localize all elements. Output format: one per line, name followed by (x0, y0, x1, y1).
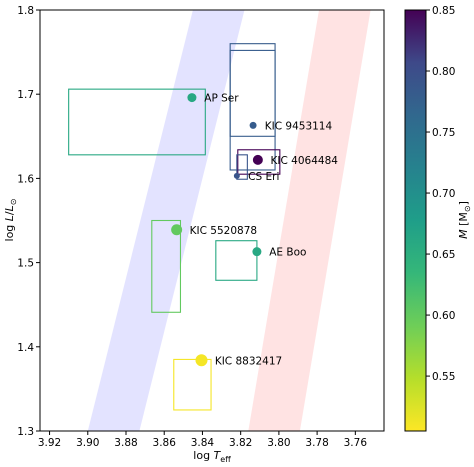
colorbar-tick-label: 0.60 (432, 310, 455, 322)
x-tick-label: 3.86 (153, 437, 177, 449)
y-tick-label: 1.6 (17, 173, 34, 185)
plot-background (40, 10, 384, 431)
star-label-ae-boo: AE Boo (269, 247, 306, 259)
x-tick-label: 3.84 (191, 437, 215, 449)
plot-area: AP Ser KIC 9453114 KIC 4064484 CS Eri KIC 55… (17, 5, 385, 449)
error-box (237, 149, 281, 175)
x-tick-label: 3.90 (76, 437, 99, 449)
colorbar: 0.55 0.60 0.65 0.70 0.75 0.80 0.85 M [M⊙] (404, 5, 472, 432)
star-point-ae-boo (252, 247, 262, 257)
y-axis-title: log L/L⊙ (3, 199, 18, 242)
star-label-kic-8832417: KIC 8832417 (215, 355, 282, 367)
colorbar-tick-label: 0.85 (432, 5, 455, 17)
star-label-ap-ser: AP Ser (204, 93, 239, 105)
star-point-kic-8832417 (195, 354, 208, 367)
star-points (171, 93, 263, 367)
y-axis-ticks: 1.3 1.4 1.5 1.6 1.7 1.8 (17, 5, 40, 438)
error-box (68, 88, 206, 156)
y-tick-label: 1.7 (17, 89, 34, 101)
x-tick-label: 3.80 (267, 437, 290, 449)
x-tick-label: 3.88 (114, 437, 137, 449)
colorbar-tick-label: 0.80 (432, 66, 455, 78)
colorbar-tick-label: 0.70 (432, 188, 455, 200)
error-box (229, 49, 276, 137)
error-box (215, 240, 258, 281)
plot-frame (39, 9, 385, 432)
x-tick-label: 3.76 (344, 437, 368, 449)
colorbar-gradient (404, 9, 427, 432)
x-axis-title: log Teff (193, 449, 231, 464)
star-labels: AP Ser KIC 9453114 KIC 4064484 CS Eri KIC 55… (190, 93, 339, 368)
star-label-kic-4064484: KIC 4064484 (271, 155, 339, 167)
star-label-kic-5520878: KIC 5520878 (190, 225, 257, 237)
x-axis-ticks: 3.92 3.90 3.88 3.86 3.84 3.82 3.80 3.78 3.76 (38, 431, 367, 449)
y-tick-label: 1.8 (17, 5, 34, 17)
error-box (173, 358, 212, 411)
error-box (151, 219, 182, 313)
star-label-cs-eri: CS Eri (248, 171, 279, 183)
colorbar-tick-label: 0.65 (432, 249, 455, 261)
x-tick-label: 3.78 (305, 437, 328, 449)
star-point-kic-5520878 (171, 224, 183, 236)
star-point-kic-9453114 (249, 121, 257, 129)
red-edge-strip (248, 10, 371, 431)
star-point-kic-4064484 (252, 154, 263, 165)
error-boxes (68, 43, 281, 411)
colorbar-ticks: 0.55 0.60 0.65 0.70 0.75 0.80 0.85 (426, 5, 455, 383)
star-label-kic-9453114: KIC 9453114 (265, 120, 333, 132)
colorbar-title: M [M⊙] (457, 201, 472, 239)
y-tick-label: 1.5 (17, 258, 34, 270)
y-tick-label: 1.4 (17, 342, 34, 354)
y-tick-label: 1.3 (17, 426, 34, 438)
x-tick-label: 3.82 (229, 437, 252, 449)
star-point-cs-eri (233, 172, 240, 179)
x-tick-label: 3.92 (38, 437, 61, 449)
colorbar-tick-label: 0.55 (432, 371, 455, 383)
error-box (236, 154, 248, 180)
star-point-ap-ser (187, 93, 197, 103)
colorbar-tick-label: 0.75 (432, 127, 455, 139)
